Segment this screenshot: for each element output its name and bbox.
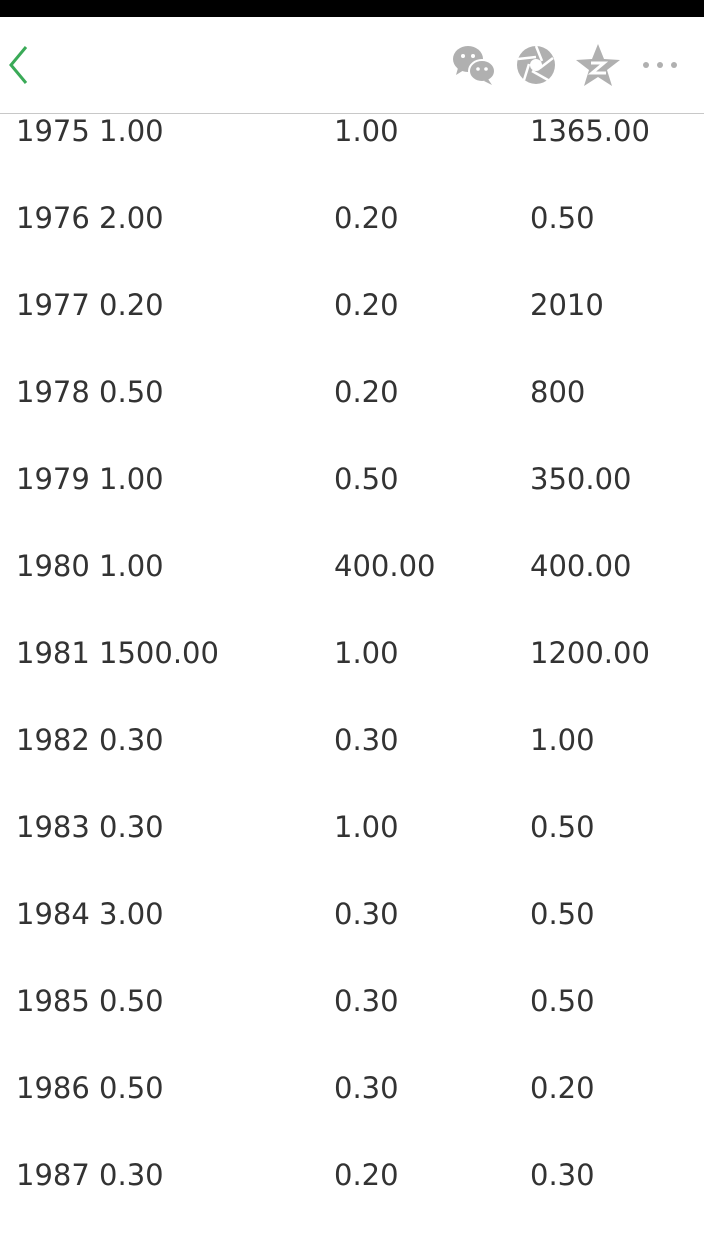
table-row: 1985 0.50 0.30 0.50 — [0, 983, 704, 1070]
table-row: 1983 0.30 1.00 0.50 — [0, 809, 704, 896]
value-2: 0.50 — [334, 462, 399, 496]
value-3: 1365.00 — [530, 114, 650, 148]
value-3: 0.50 — [530, 897, 595, 931]
value-3: 0.50 — [530, 810, 595, 844]
year-value: 1981 1500.00 — [16, 636, 219, 670]
year-value: 1985 0.50 — [16, 984, 164, 1018]
value-2: 0.20 — [334, 288, 399, 322]
year-value: 1986 0.50 — [16, 1071, 164, 1105]
value-3: 1200.00 — [530, 636, 650, 670]
year-value: 1977 0.20 — [16, 288, 164, 322]
table-row: 1987 0.30 0.20 0.30 — [0, 1157, 704, 1244]
year-value: 1976 2.00 — [16, 201, 164, 235]
value-2: 0.30 — [334, 1071, 399, 1105]
value-2: 0.30 — [334, 897, 399, 931]
value-3: 0.50 — [530, 201, 595, 235]
value-2: 1.00 — [334, 114, 399, 148]
table-row: 1975 1.00 1.00 1365.00 — [0, 113, 704, 200]
year-value: 1979 1.00 — [16, 462, 164, 496]
value-2: 400.00 — [334, 549, 436, 583]
value-2: 1.00 — [334, 636, 399, 670]
table-row: 1976 2.00 0.20 0.50 — [0, 200, 704, 287]
value-2: 0.20 — [334, 201, 399, 235]
value-3: 0.50 — [530, 984, 595, 1018]
year-value: 1987 0.30 — [16, 1158, 164, 1192]
value-3: 800 — [530, 375, 586, 409]
value-3: 0.30 — [530, 1158, 595, 1192]
table-row: 1977 0.20 0.20 2010 — [0, 287, 704, 374]
table-row: 1979 1.00 0.50 350.00 — [0, 461, 704, 548]
year-value: 1984 3.00 — [16, 897, 164, 931]
qzone-star-icon[interactable] — [574, 41, 622, 89]
table-row: 1982 0.30 0.30 1.00 — [0, 722, 704, 809]
back-chevron-icon[interactable] — [6, 43, 36, 87]
value-3: 0.20 — [530, 1071, 595, 1105]
data-list: 1975 1.00 1.00 1365.00 1976 2.00 0.20 0.50 1… — [0, 113, 704, 1244]
nav-header — [0, 17, 704, 114]
table-row: 1986 0.50 0.30 0.20 — [0, 1070, 704, 1157]
value-2: 0.20 — [334, 1158, 399, 1192]
table-row: 1984 3.00 0.30 0.50 — [0, 896, 704, 983]
value-3: 2010 — [530, 288, 604, 322]
table-row: 1980 1.00 400.00 400.00 — [0, 548, 704, 635]
value-2: 0.20 — [334, 375, 399, 409]
more-icon[interactable] — [638, 41, 686, 89]
year-value: 1982 0.30 — [16, 723, 164, 757]
value-3: 400.00 — [530, 549, 632, 583]
value-3: 1.00 — [530, 723, 595, 757]
wechat-icon[interactable] — [450, 41, 498, 89]
year-value: 1975 1.00 — [16, 114, 164, 148]
value-2: 1.00 — [334, 810, 399, 844]
value-2: 0.30 — [334, 723, 399, 757]
year-value: 1978 0.50 — [16, 375, 164, 409]
status-bar — [0, 0, 704, 17]
value-2: 0.30 — [334, 984, 399, 1018]
moments-aperture-icon[interactable] — [512, 41, 560, 89]
table-row: 1978 0.50 0.20 800 — [0, 374, 704, 461]
value-3: 350.00 — [530, 462, 632, 496]
year-value: 1983 0.30 — [16, 810, 164, 844]
table-row: 1981 1500.00 1.00 1200.00 — [0, 635, 704, 722]
year-value: 1980 1.00 — [16, 549, 164, 583]
